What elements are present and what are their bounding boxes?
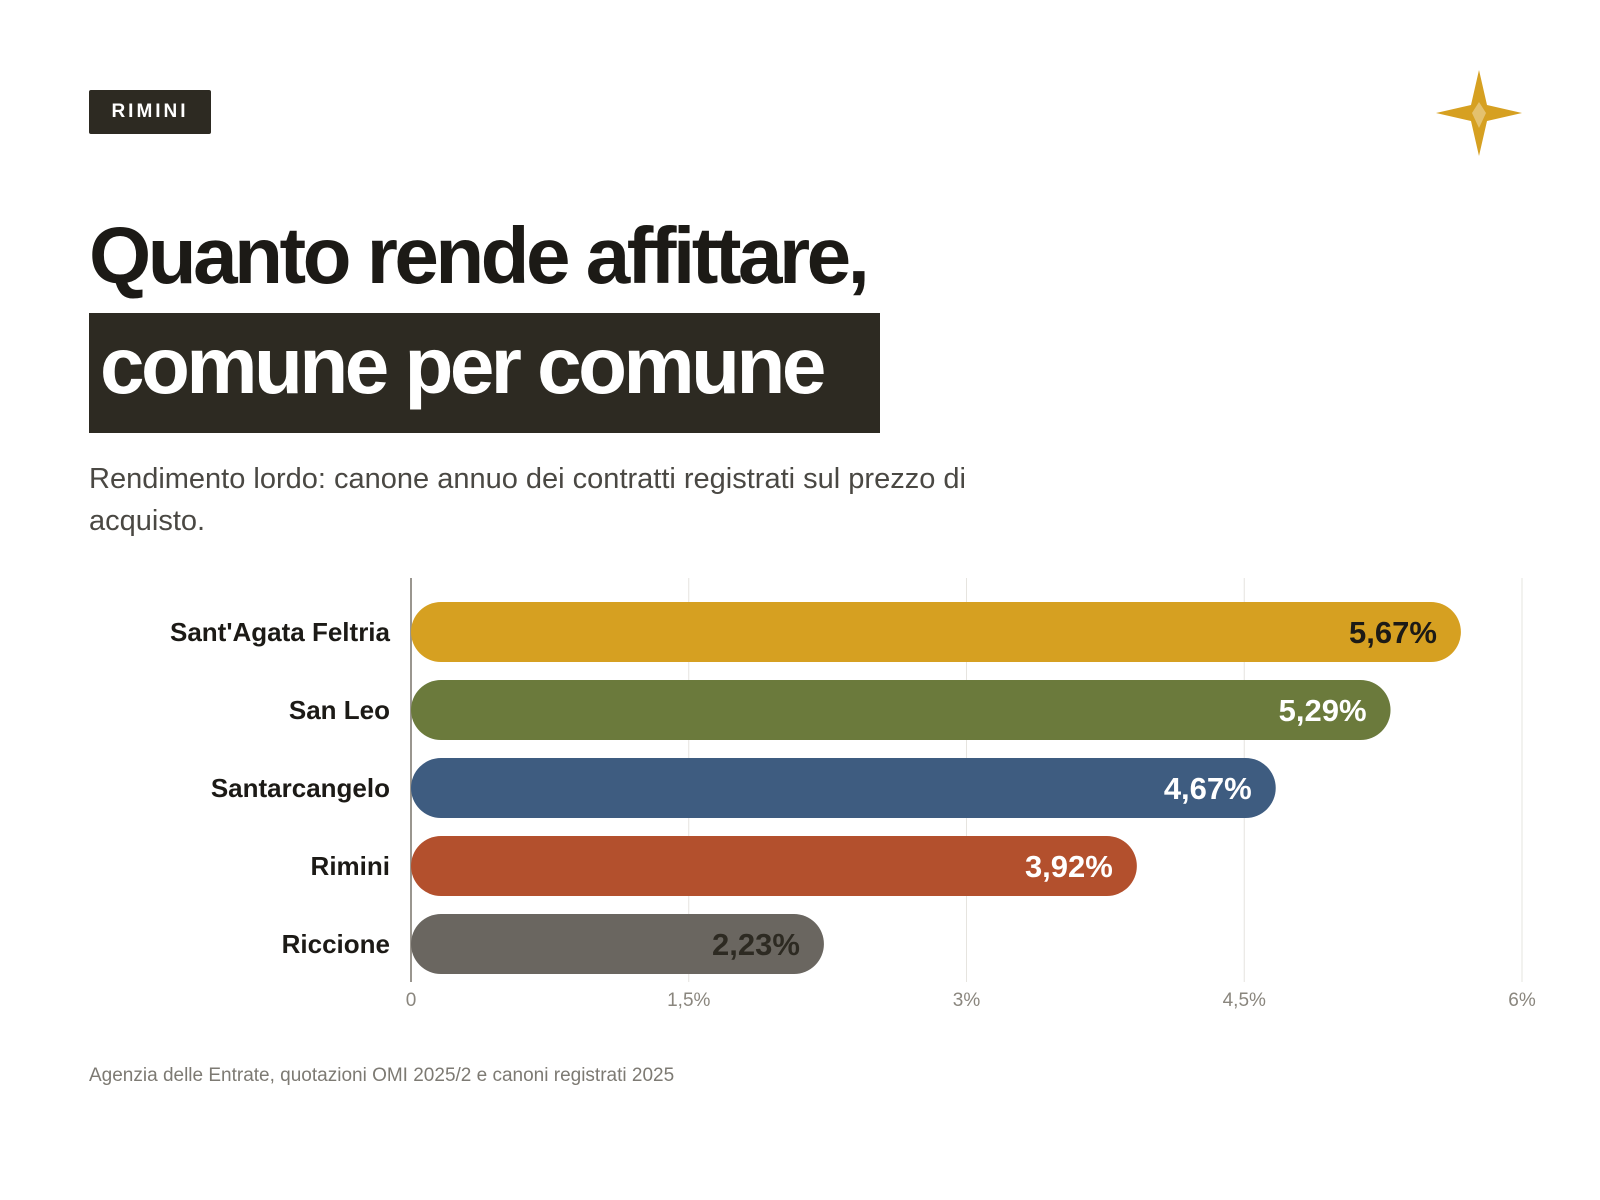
bar — [411, 914, 824, 974]
x-tick-label: 4,5% — [1223, 990, 1266, 1011]
value-label: 4,67% — [1164, 771, 1252, 806]
title-highlight-box — [89, 313, 880, 433]
bar — [411, 836, 1137, 896]
x-tick-label: 1,5% — [667, 990, 710, 1011]
category-label: Santarcangelo — [211, 773, 390, 803]
value-label: 2,23% — [712, 927, 800, 962]
x-tick-label: 0 — [406, 990, 417, 1011]
bar — [411, 602, 1461, 662]
chart-subtitle: Rendimento lordo: canone annuo dei contr… — [89, 463, 966, 537]
x-tick-label: 6% — [1508, 990, 1536, 1011]
value-label: 5,29% — [1279, 693, 1367, 728]
category-label: Sant'Agata Feltria — [170, 617, 391, 647]
star-compass-icon — [1436, 70, 1522, 156]
bar — [411, 758, 1276, 818]
bar-chart: 0 1,5% 3% 4,5% 6% Sant'Agata Feltria 5,67% San … — [170, 578, 1536, 1011]
value-label: 3,92% — [1025, 849, 1113, 884]
category-label: San Leo — [289, 695, 390, 725]
source-note: Agenzia delle Entrate, quotazioni OMI 20… — [89, 1065, 675, 1086]
region-tag: RIMINI — [89, 90, 211, 134]
value-label: 5,67% — [1349, 615, 1437, 650]
bar — [411, 680, 1391, 740]
category-label: Rimini — [311, 851, 390, 881]
x-tick-label: 3% — [953, 990, 981, 1011]
page-title-line-1: Quanto rende affittare, — [89, 211, 870, 300]
page-title-line-2: comune per comune — [100, 321, 826, 410]
category-label: Riccione — [282, 929, 390, 959]
